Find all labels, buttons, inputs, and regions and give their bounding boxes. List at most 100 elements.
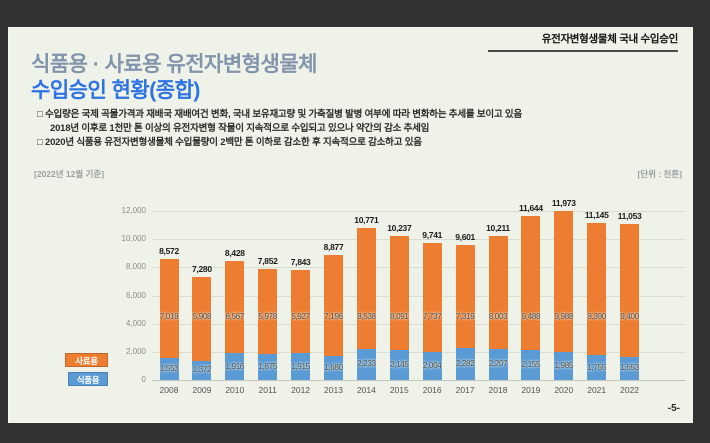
food-value-label: 1,553	[159, 364, 179, 374]
x-axis-tick-label: 2018	[488, 385, 508, 395]
total-value-label: 8,572	[159, 246, 179, 257]
feed-value-label: 9,390	[587, 312, 606, 321]
feed-value-label: 8,003	[488, 312, 508, 321]
presentation-slide: 유전자변형생물체 국내 수입승인 식품용 · 사료용 유전자변형생물체 수입승인…	[8, 27, 693, 423]
bullet-list: □ 수입량은 국제 곡물가격과 재배국 재배여건 변화, 국내 보유재고량 및 …	[37, 108, 677, 150]
bar-segment-feed	[389, 235, 409, 350]
bar-segment-food	[521, 349, 541, 380]
food-value-label: 1,653	[620, 363, 639, 373]
bar-segment-food	[258, 353, 278, 380]
bar-segment-food	[159, 358, 179, 380]
bullet-item: □ 수입량은 국제 곡물가격과 재배국 재배여건 변화, 국내 보유재고량 및 …	[37, 109, 523, 120]
x-axis-tick-label: 2019	[521, 385, 541, 395]
stacked-bar-chart: 0 2,000 4,000 6,000 8,000 10,000 12,000 1,553 7,…	[9, 28, 692, 422]
bar-segment-food	[587, 355, 607, 380]
gridline	[152, 239, 686, 241]
y-axis-tick-label: 12,000	[121, 206, 146, 215]
gridline	[152, 211, 686, 212]
total-value-label: 11,644	[519, 203, 543, 214]
food-value-label: 1,755	[587, 362, 606, 372]
bar-segment-food	[422, 351, 442, 380]
gridline	[152, 351, 686, 353]
header-kicker-text: 유전자변형생물체 국내 수입승인	[541, 33, 679, 45]
x-axis-tick-label: 2009	[192, 385, 212, 395]
x-axis-tick-label: 2020	[554, 385, 574, 395]
food-value-label: 1,680	[324, 363, 343, 373]
bar-segment-feed	[291, 269, 311, 354]
gridline	[152, 295, 686, 297]
food-value-label: 2,145	[390, 359, 409, 369]
x-axis-tick-label: 2008	[159, 385, 179, 395]
x-axis-tick-label: 2017	[455, 385, 475, 395]
feed-value-label: 7,019	[159, 312, 179, 321]
food-value-label: 1,985	[554, 361, 574, 371]
food-value-label: 1,372	[192, 365, 212, 375]
feed-value-label: 6,567	[225, 312, 245, 321]
bar-segment-feed	[192, 277, 212, 361]
x-axis-tick-label: 2016	[422, 385, 442, 395]
food-value-label: 1,915	[291, 361, 310, 371]
total-value-label: 11,053	[617, 211, 642, 222]
bullet-marker: □	[37, 109, 43, 120]
bar-segment-feed	[554, 211, 574, 353]
food-value-label: 2,004	[422, 360, 442, 370]
bar-segment-food	[225, 353, 245, 380]
bar-segment-feed	[488, 236, 508, 349]
y-axis-tick-label: 6,000	[125, 290, 146, 300]
feed-value-label: 9,988	[554, 312, 574, 321]
bar-segment-feed	[620, 224, 640, 357]
bar-segment-feed	[521, 216, 541, 350]
bar-segment-food	[356, 348, 376, 380]
bar-segment-food	[291, 353, 311, 380]
x-axis-tick-label: 2011	[258, 385, 277, 395]
bar-segment-feed	[455, 244, 475, 348]
chart-basis-label: [2022년 12월 기준]	[34, 169, 105, 179]
gridline	[152, 380, 686, 381]
feed-value-label: 7,319	[455, 312, 475, 321]
feed-value-label: 5,978	[258, 312, 277, 321]
x-axis-tick-label: 2021	[587, 385, 607, 395]
gridline	[152, 323, 686, 325]
bar-segment-food	[620, 356, 640, 380]
total-value-label: 10,211	[486, 223, 510, 234]
food-value-label: 1,875	[258, 361, 277, 371]
bar-segment-feed	[225, 260, 245, 353]
y-axis-tick-label: 4,000	[125, 318, 146, 328]
chart-unit-label: [단위 : 천톤]	[637, 169, 683, 179]
feed-value-label: 7,737	[422, 312, 442, 321]
bullet-marker: □	[37, 137, 43, 148]
food-value-label: 2,282	[455, 358, 475, 368]
page-number: -5-	[667, 403, 680, 414]
y-axis-tick-label: 10,000	[121, 234, 146, 244]
legend-feed: 사료용	[65, 353, 108, 367]
total-value-label: 8,877	[323, 241, 344, 252]
x-axis-tick-label: 2012	[291, 385, 311, 395]
feed-value-label: 9,488	[521, 312, 541, 321]
bullet-item-continued: 2018년 이후로 1천만 톤 이상의 유전자변형 작물이 지속적으로 수입되고…	[50, 123, 430, 134]
bar-segment-food	[488, 348, 508, 380]
x-axis-tick-label: 2015	[389, 385, 409, 395]
total-value-label: 10,771	[354, 215, 379, 226]
total-value-label: 9,741	[422, 229, 443, 240]
x-axis-tick-label: 2022	[620, 385, 640, 395]
bar-segment-food	[192, 360, 212, 380]
legend-food: 식품용	[68, 372, 108, 386]
total-value-label: 7,852	[257, 256, 278, 267]
food-value-label: 1,916	[225, 361, 245, 371]
food-value-label: 2,233	[357, 359, 376, 369]
total-value-label: 11,973	[551, 198, 576, 209]
food-value-label: 2,155	[521, 359, 541, 369]
bar-segment-food	[324, 356, 343, 380]
y-axis-tick-label: 0	[141, 375, 146, 384]
bar-segment-food	[455, 347, 475, 380]
bar-segment-feed	[324, 254, 343, 357]
feed-value-label: 5,927	[291, 312, 310, 321]
total-value-label: 8,428	[224, 247, 245, 258]
feed-value-label: 7,196	[324, 312, 343, 321]
header-underline	[488, 50, 678, 52]
bar-segment-feed	[159, 259, 179, 359]
bar-segment-feed	[587, 223, 607, 356]
total-value-label: 9,601	[455, 231, 475, 242]
slide-title-line1: 식품용 · 사료용 유전자변형생물체	[31, 53, 317, 76]
